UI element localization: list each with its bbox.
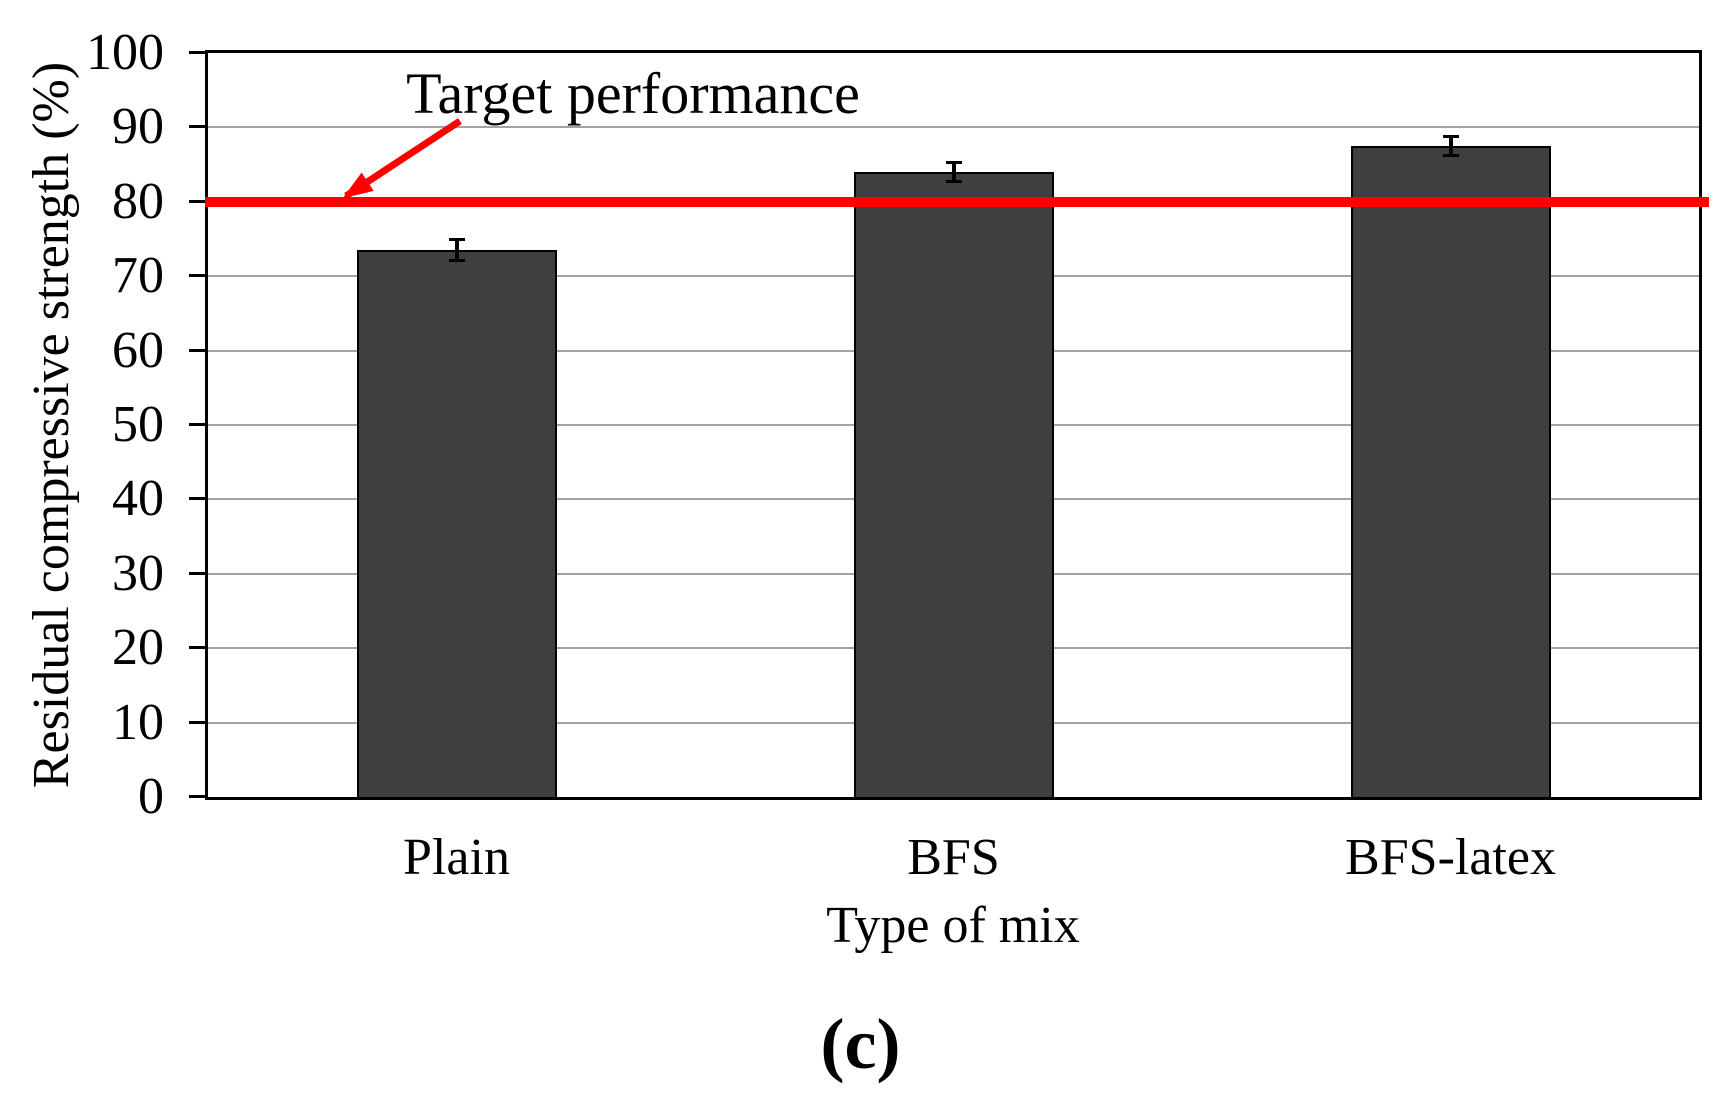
y-tick-label: 10 [112,693,164,751]
target-performance-label: Target performance [394,62,872,126]
y-tick [189,348,205,352]
y-tick [189,497,205,501]
y-tick-label: 80 [112,172,164,230]
plot-area [205,50,1709,800]
y-tick [189,125,205,129]
y-tick-label: 60 [112,321,164,379]
error-bar-cap-bottom-bfs-latex [1442,153,1459,157]
target-arrow-icon [342,118,462,199]
error-bar-plain [454,239,459,262]
y-tick [189,571,205,575]
x-category-label-plain: Plain [403,829,510,886]
y-tick [189,423,205,426]
y-tick-label: 90 [112,98,164,156]
error-bar-cap-bottom-plain [448,259,465,263]
error-bar-bfs [951,162,956,182]
y-tick [189,199,205,203]
y-tick-label: 20 [112,619,164,677]
y-tick-label: 0 [138,768,164,825]
error-bar-cap-top-plain [448,238,465,241]
y-tick [189,646,205,650]
x-axis-title: Type of mix [826,897,1080,954]
y-tick-label: 50 [112,396,164,453]
y-tick-label: 100 [86,24,164,81]
y-tick [189,51,205,54]
y-tick [189,274,205,278]
bar-bfs-latex [1350,146,1551,797]
y-tick-label: 30 [112,544,164,602]
target-performance-line [205,196,1709,207]
figure-caption: (c) [820,1004,901,1084]
bar-plain [356,250,557,797]
error-bar-cap-top-bfs-latex [1442,135,1459,139]
y-tick-label: 70 [112,247,164,305]
x-category-label-bfs: BFS [907,829,1000,886]
y-tick-label: 40 [112,470,164,528]
y-tick [189,720,205,724]
error-bar-bfs-latex [1448,136,1453,156]
error-bar-cap-top-bfs [945,161,962,165]
bar-bfs [853,172,1054,797]
x-category-label-bfs-latex: BFS-latex [1345,829,1556,886]
gridline-90 [208,126,1699,129]
y-tick [189,795,205,798]
error-bar-cap-bottom-bfs [945,179,962,183]
